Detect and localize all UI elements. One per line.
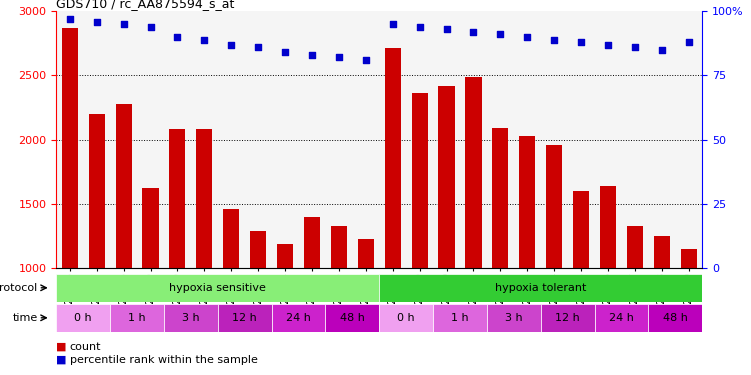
Point: [387, 21, 399, 27]
Bar: [170, 129, 185, 268]
Point: [494, 32, 506, 38]
Bar: [648, 304, 702, 332]
Text: 3 h: 3 h: [182, 313, 200, 323]
Text: ■: ■: [56, 342, 67, 352]
Bar: [196, 129, 213, 268]
Bar: [110, 304, 164, 332]
Text: percentile rank within the sample: percentile rank within the sample: [70, 355, 258, 365]
Point: [441, 26, 453, 32]
Point: [333, 54, 345, 60]
Point: [252, 44, 264, 50]
Text: 48 h: 48 h: [340, 313, 365, 323]
Text: protocol: protocol: [0, 283, 38, 293]
Bar: [519, 136, 535, 268]
Bar: [277, 244, 293, 268]
Text: 24 h: 24 h: [609, 313, 634, 323]
Bar: [223, 209, 240, 268]
Point: [629, 44, 641, 50]
Bar: [487, 304, 541, 332]
Text: 12 h: 12 h: [555, 313, 580, 323]
Bar: [379, 274, 702, 302]
Point: [144, 24, 156, 30]
Bar: [493, 128, 508, 268]
Bar: [272, 304, 325, 332]
Bar: [304, 217, 320, 268]
Text: count: count: [70, 342, 101, 352]
Text: 12 h: 12 h: [232, 313, 257, 323]
Bar: [385, 48, 401, 268]
Text: hypoxia tolerant: hypoxia tolerant: [495, 283, 587, 293]
Point: [683, 39, 695, 45]
Text: ■: ■: [56, 355, 67, 365]
Point: [91, 18, 103, 24]
Bar: [218, 304, 272, 332]
Text: 48 h: 48 h: [663, 313, 688, 323]
Text: 0 h: 0 h: [74, 313, 92, 323]
Bar: [627, 226, 643, 268]
Bar: [62, 28, 78, 268]
Point: [414, 24, 426, 30]
Text: hypoxia sensitive: hypoxia sensitive: [170, 283, 266, 293]
Text: 1 h: 1 h: [128, 313, 146, 323]
Point: [467, 29, 479, 35]
Point: [171, 34, 183, 40]
Text: 0 h: 0 h: [397, 313, 415, 323]
Point: [198, 36, 210, 42]
Point: [64, 16, 76, 22]
Bar: [433, 304, 487, 332]
Bar: [573, 191, 589, 268]
Bar: [56, 274, 379, 302]
Bar: [357, 238, 374, 268]
Bar: [541, 304, 595, 332]
Bar: [653, 236, 670, 268]
Bar: [89, 114, 105, 268]
Bar: [595, 304, 648, 332]
Point: [118, 21, 130, 27]
Bar: [56, 304, 110, 332]
Point: [656, 47, 668, 53]
Bar: [325, 304, 379, 332]
Bar: [600, 186, 616, 268]
Bar: [466, 77, 481, 268]
Bar: [680, 249, 697, 268]
Bar: [330, 226, 347, 268]
Bar: [164, 304, 218, 332]
Point: [575, 39, 587, 45]
Bar: [546, 145, 562, 268]
Point: [279, 50, 291, 55]
Bar: [412, 93, 428, 268]
Point: [225, 42, 237, 48]
Point: [548, 36, 560, 42]
Point: [306, 52, 318, 58]
Point: [602, 42, 614, 48]
Text: 24 h: 24 h: [286, 313, 311, 323]
Point: [521, 34, 533, 40]
Text: 3 h: 3 h: [505, 313, 523, 323]
Bar: [143, 189, 158, 268]
Text: GDS710 / rc_AA875594_s_at: GDS710 / rc_AA875594_s_at: [56, 0, 235, 10]
Text: time: time: [12, 313, 38, 323]
Text: 1 h: 1 h: [451, 313, 469, 323]
Bar: [379, 304, 433, 332]
Point: [360, 57, 372, 63]
Bar: [250, 231, 266, 268]
Bar: [116, 104, 131, 268]
Bar: [439, 86, 454, 268]
